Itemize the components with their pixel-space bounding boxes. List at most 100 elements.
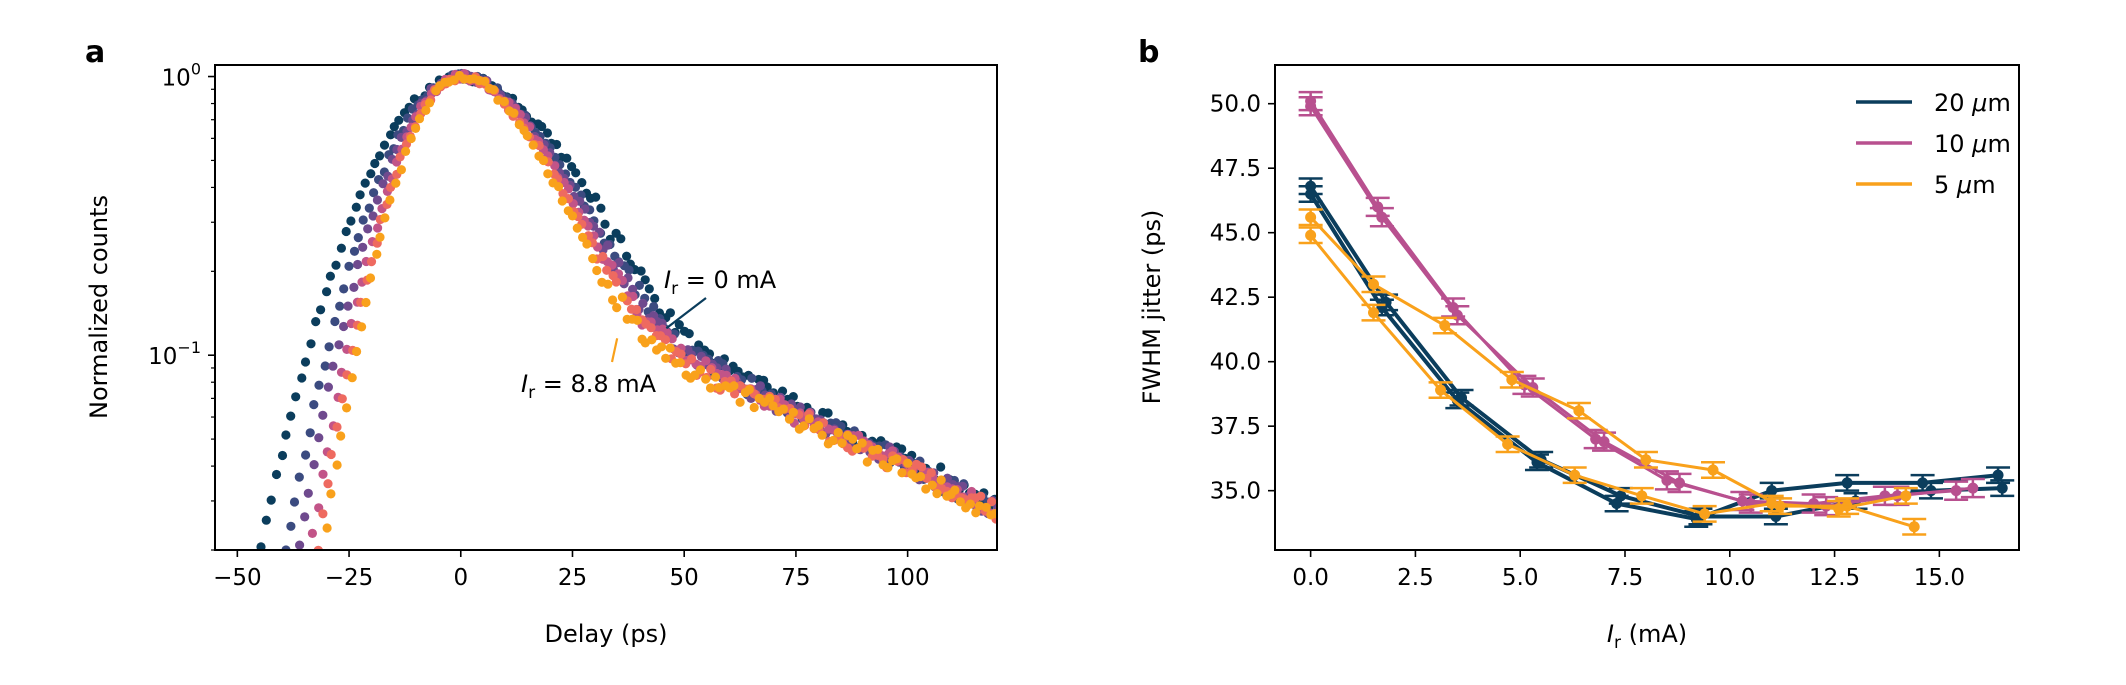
data-point	[522, 131, 532, 141]
data-point	[1368, 278, 1380, 290]
data-point	[667, 334, 677, 344]
legend-item: 20 μm	[1856, 89, 2011, 117]
data-point	[314, 380, 324, 390]
data-point	[385, 195, 395, 205]
data-point	[632, 315, 643, 325]
x-tick-label: 10.0	[1704, 565, 1755, 591]
data-point	[747, 373, 757, 383]
data-point	[528, 140, 538, 150]
data-point	[336, 431, 346, 441]
data-point	[256, 542, 266, 550]
data-point	[1451, 309, 1463, 321]
x-tick-label: 75	[781, 565, 810, 591]
data-point	[366, 257, 377, 267]
data-point	[927, 480, 937, 490]
data-point	[656, 342, 667, 352]
panel-a-y-title: Normalized counts	[85, 195, 113, 419]
y-tick-label: 50.0	[1210, 92, 1261, 118]
data-point	[1996, 482, 2008, 494]
data-point	[1305, 188, 1317, 200]
data-point	[916, 471, 926, 482]
data-point	[608, 295, 618, 305]
data-point	[286, 411, 296, 421]
x-tick-label: 15.0	[1914, 565, 1965, 591]
data-point	[640, 275, 650, 285]
panel-a-x-ticks: −50 −25 0 25 50 75 100	[213, 550, 930, 591]
data-point	[271, 469, 282, 480]
data-point	[396, 165, 406, 175]
data-point	[616, 234, 626, 244]
panel-b-frame	[1274, 64, 2020, 551]
x-tick-label: 0.0	[1292, 565, 1329, 591]
data-point	[622, 251, 632, 261]
data-point	[788, 392, 798, 402]
data-point	[1506, 374, 1518, 386]
data-point	[1992, 469, 2004, 481]
panel-a-frame	[214, 64, 998, 551]
data-point	[343, 301, 353, 311]
data-point	[335, 301, 345, 311]
data-point	[266, 495, 276, 505]
series-line	[1309, 234, 1907, 516]
data-point	[897, 444, 907, 454]
data-point	[326, 449, 336, 460]
data-point	[357, 322, 367, 332]
data-point	[603, 279, 613, 289]
data-point	[1841, 477, 1853, 489]
data-point	[660, 335, 671, 345]
data-point	[603, 240, 613, 250]
data-point	[318, 469, 328, 479]
data-point	[628, 284, 638, 294]
data-point	[372, 249, 382, 259]
data-point	[1908, 521, 1920, 533]
data-point	[631, 304, 642, 315]
legend-item: 10 μm	[1856, 130, 2011, 158]
data-point	[892, 454, 902, 464]
data-point	[339, 321, 349, 332]
data-point	[1640, 454, 1652, 466]
data-point	[644, 284, 654, 294]
data-point	[303, 488, 313, 498]
data-point	[684, 329, 694, 339]
data-point	[572, 223, 582, 233]
data-point	[351, 202, 361, 212]
data-point	[379, 140, 390, 150]
data-point	[1502, 438, 1514, 450]
data-point	[675, 358, 685, 368]
data-point	[300, 512, 310, 522]
y-tick-label: 40.0	[1210, 350, 1261, 376]
y-tick-label: 37.5	[1210, 414, 1261, 440]
data-point	[411, 123, 421, 133]
data-point	[638, 298, 648, 308]
x-tick-label: 7.5	[1607, 565, 1644, 591]
data-point	[1766, 498, 1778, 510]
data-point	[394, 115, 404, 125]
series-line	[1309, 100, 1957, 506]
data-point	[897, 468, 907, 478]
data-point	[316, 305, 326, 315]
data-point	[614, 258, 624, 268]
data-point	[990, 509, 997, 519]
data-point	[324, 342, 334, 352]
data-point	[862, 457, 872, 467]
panel-b-x-title: Ir (mA)	[1607, 620, 1687, 653]
data-point	[596, 203, 606, 213]
data-point	[306, 339, 316, 349]
data-point	[955, 497, 965, 507]
data-point	[318, 509, 328, 519]
x-tick-label: 12.5	[1809, 565, 1860, 591]
data-point	[665, 343, 675, 353]
data-point	[936, 462, 946, 472]
x-tick-label: 0	[453, 565, 468, 591]
data-point	[823, 408, 833, 418]
data-point	[414, 114, 425, 124]
data-point	[1305, 100, 1317, 112]
data-point	[981, 502, 991, 512]
data-point	[1305, 229, 1317, 241]
data-point	[1573, 405, 1585, 417]
data-point	[370, 158, 380, 169]
panel-b-y-title: FWHM jitter (ps)	[1138, 210, 1166, 405]
data-point	[341, 226, 351, 237]
data-point	[1967, 482, 1979, 494]
data-point	[372, 195, 382, 205]
